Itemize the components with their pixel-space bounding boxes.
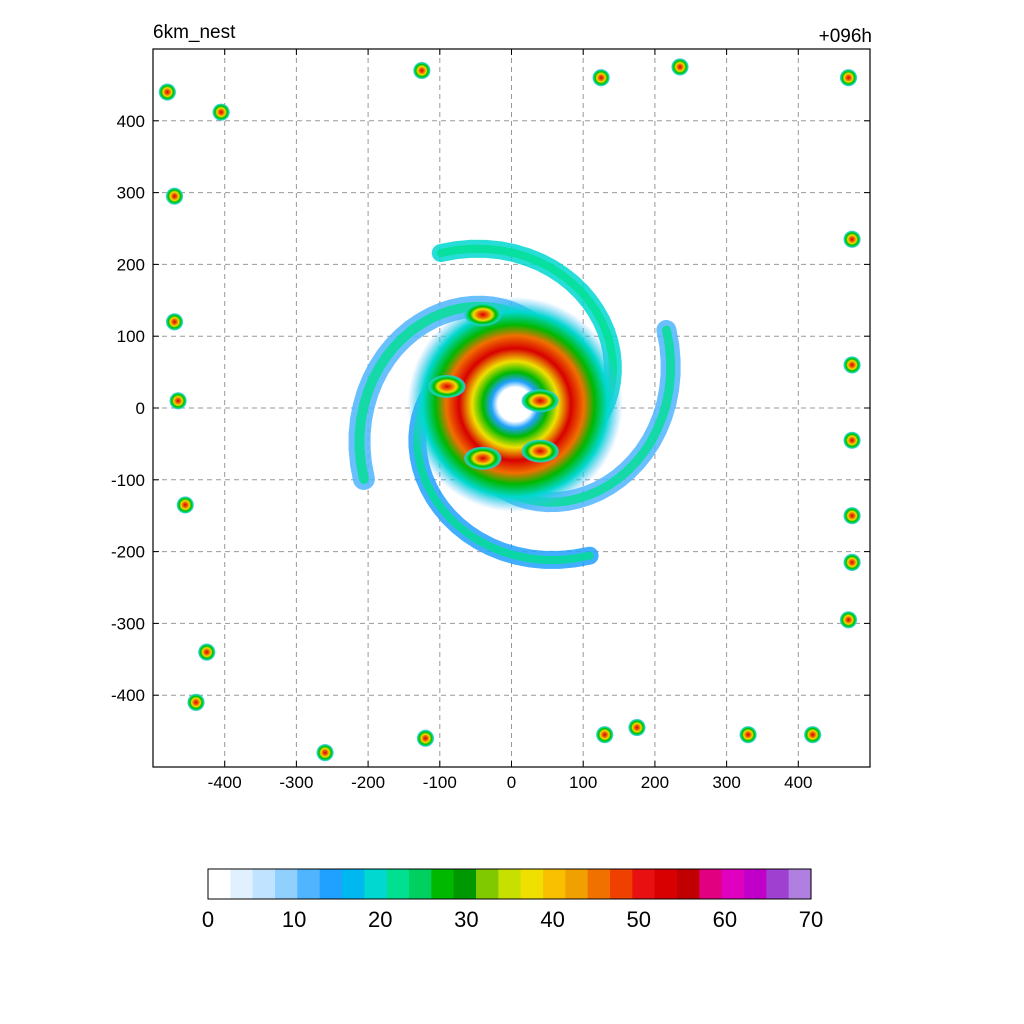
colorbar-swatch <box>565 869 589 899</box>
colorbar-swatch <box>766 869 790 899</box>
convective-cell <box>839 611 858 629</box>
convective-cell <box>416 729 435 747</box>
colorbar-swatch <box>677 869 700 899</box>
x-tick-label: 300 <box>712 773 740 792</box>
x-tick-label: 100 <box>569 773 597 792</box>
colorbar-tick-label: 60 <box>713 907 737 932</box>
panel-title-right: +096h <box>818 26 872 47</box>
colorbar-swatch <box>721 869 745 899</box>
colorbar-swatch <box>409 869 432 899</box>
colorbar-tick-label: 30 <box>454 907 478 932</box>
colorbar-frame <box>207 868 812 900</box>
colorbar-swatch <box>364 869 388 899</box>
colorbar-swatch <box>208 869 231 899</box>
convective-cell <box>413 61 431 80</box>
y-tick-label: -300 <box>111 614 145 633</box>
colorbar-swatch <box>699 869 723 899</box>
colorbar-swatch <box>587 869 611 899</box>
convective-cell <box>158 83 176 101</box>
storm-rainband-south <box>464 446 502 470</box>
x-tick-label: -400 <box>208 773 242 792</box>
convective-cell <box>176 496 194 514</box>
convective-cell <box>198 643 216 661</box>
colorbar-tick-label: 10 <box>282 907 306 932</box>
colorbar-swatch <box>453 869 477 899</box>
colorbar-swatch <box>275 869 298 899</box>
colorbar-tick-label: 0 <box>202 907 214 932</box>
convective-cell <box>165 187 184 205</box>
x-tick-label: -200 <box>351 773 385 792</box>
y-tick-label: 200 <box>117 255 145 274</box>
colorbar-swatch <box>654 869 678 899</box>
storm-rainband-west <box>428 374 466 398</box>
colorbar-tick-label: 50 <box>626 907 650 932</box>
colorbar-swatch <box>342 869 365 899</box>
x-tick-label: -100 <box>423 773 457 792</box>
convective-cell <box>169 392 187 410</box>
convective-cell <box>843 230 861 248</box>
colorbar-swatch <box>230 869 254 899</box>
x-tick-label: 0 <box>507 773 516 792</box>
convective-cell <box>843 431 861 449</box>
convective-cell <box>839 69 858 87</box>
y-tick-label: 0 <box>136 399 145 418</box>
y-tick-label: 400 <box>117 112 145 131</box>
colorbar-swatch <box>476 869 499 899</box>
y-axis-ticks: 400 300 200 100 0 -100 -200 -300 -400 <box>111 112 870 705</box>
colorbar-swatch <box>498 869 522 899</box>
convective-cell <box>212 103 230 121</box>
colorbar-tick-label: 20 <box>368 907 392 932</box>
colorbar-tick-label: 70 <box>799 907 823 932</box>
storm-eye <box>502 391 528 418</box>
convective-cell <box>165 313 184 331</box>
colorbar-swatch <box>319 869 343 899</box>
convective-cell <box>843 356 861 374</box>
convective-cell <box>187 693 205 711</box>
convective-cell <box>804 726 822 744</box>
colorbar-swatch <box>386 869 410 899</box>
colorbar-tick-label: 40 <box>540 907 564 932</box>
colorbar-swatch <box>431 869 455 899</box>
colorbar-swatch <box>744 869 767 899</box>
y-tick-label: -400 <box>111 686 145 705</box>
y-tick-label: -100 <box>111 471 145 490</box>
y-tick-label: 300 <box>117 184 145 203</box>
storm-field <box>158 58 861 762</box>
y-tick-label: 100 <box>117 327 145 346</box>
x-axis-ticks: -400 -300 -200 -100 0 100 200 300 400 <box>208 49 812 792</box>
convective-cell <box>843 553 861 571</box>
storm-rainband-north <box>464 303 502 327</box>
x-tick-label: 400 <box>784 773 812 792</box>
convective-cell <box>628 718 646 737</box>
colorbar-swatch <box>632 869 656 899</box>
colorbar-swatch <box>788 869 812 899</box>
convective-cell <box>671 58 689 76</box>
colorbar-ticks: 0 10 20 30 40 50 60 70 <box>202 907 823 932</box>
colorbar-swatch <box>252 869 276 899</box>
convective-cell <box>592 69 610 87</box>
x-tick-label: 200 <box>641 773 669 792</box>
x-tick-label: -300 <box>279 773 313 792</box>
colorbar-swatch <box>610 869 633 899</box>
convective-cell <box>843 507 861 525</box>
grid <box>153 49 870 767</box>
storm-rainband-southeast <box>521 439 559 463</box>
convective-cell <box>739 726 757 744</box>
colorbar-swatch <box>543 869 566 899</box>
colorbar-swatch <box>297 869 321 899</box>
colorbar-swatch <box>520 869 544 899</box>
convective-cell <box>596 726 614 744</box>
colorbar <box>207 868 812 900</box>
panel-title-left: 6km_nest <box>153 22 236 43</box>
storm-eyewall <box>521 389 559 413</box>
convective-cell <box>316 744 334 762</box>
y-tick-label: -200 <box>111 543 145 562</box>
